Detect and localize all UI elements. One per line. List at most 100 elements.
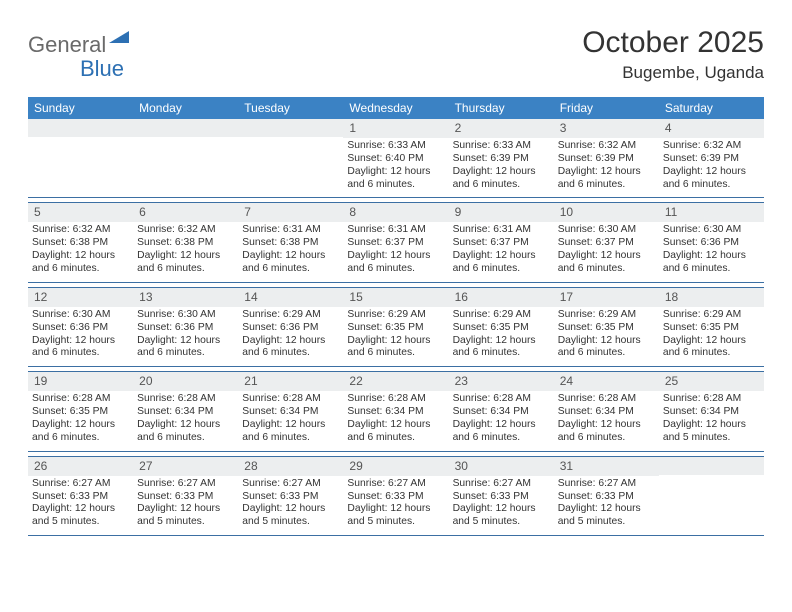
day-number: 6 [133, 203, 238, 222]
sunset-text: Sunset: 6:35 PM [663, 322, 760, 335]
sunrise-text: Sunrise: 6:28 AM [347, 393, 444, 406]
daylight-text: Daylight: 12 hours and 6 minutes. [347, 335, 444, 361]
sunrise-text: Sunrise: 6:30 AM [663, 224, 760, 237]
day-cell: 4Sunrise: 6:32 AMSunset: 6:39 PMDaylight… [659, 119, 764, 197]
sunrise-text: Sunrise: 6:32 AM [137, 224, 234, 237]
sunset-text: Sunset: 6:34 PM [453, 406, 550, 419]
week-row: 1Sunrise: 6:33 AMSunset: 6:40 PMDaylight… [28, 119, 764, 198]
sunset-text: Sunset: 6:37 PM [558, 237, 655, 250]
dow-saturday: Saturday [659, 97, 764, 119]
day-cell: 24Sunrise: 6:28 AMSunset: 6:34 PMDayligh… [554, 372, 659, 450]
day-cell: 2Sunrise: 6:33 AMSunset: 6:39 PMDaylight… [449, 119, 554, 197]
sunset-text: Sunset: 6:38 PM [137, 237, 234, 250]
logo-text-general: General [28, 32, 106, 58]
logo-triangle-icon [109, 30, 129, 48]
sunrise-text: Sunrise: 6:32 AM [663, 140, 760, 153]
sunrise-text: Sunrise: 6:28 AM [137, 393, 234, 406]
week-row: 5Sunrise: 6:32 AMSunset: 6:38 PMDaylight… [28, 202, 764, 282]
sunset-text: Sunset: 6:38 PM [242, 237, 339, 250]
day-cell [133, 119, 238, 197]
sunset-text: Sunset: 6:36 PM [137, 322, 234, 335]
daylight-text: Daylight: 12 hours and 6 minutes. [32, 250, 129, 276]
daylight-text: Daylight: 12 hours and 6 minutes. [453, 335, 550, 361]
header: GeneralBlue October 2025 Bugembe, Uganda [28, 26, 764, 83]
dow-tuesday: Tuesday [238, 97, 343, 119]
sunset-text: Sunset: 6:34 PM [663, 406, 760, 419]
day-number: 21 [238, 372, 343, 391]
daylight-text: Daylight: 12 hours and 6 minutes. [663, 250, 760, 276]
weeks-container: 1Sunrise: 6:33 AMSunset: 6:40 PMDaylight… [28, 119, 764, 536]
sunset-text: Sunset: 6:36 PM [32, 322, 129, 335]
sunrise-text: Sunrise: 6:29 AM [663, 309, 760, 322]
daylight-text: Daylight: 12 hours and 6 minutes. [347, 250, 444, 276]
day-cell: 26Sunrise: 6:27 AMSunset: 6:33 PMDayligh… [28, 457, 133, 535]
sunset-text: Sunset: 6:39 PM [453, 153, 550, 166]
sunset-text: Sunset: 6:37 PM [347, 237, 444, 250]
daylight-text: Daylight: 12 hours and 5 minutes. [663, 419, 760, 445]
dow-monday: Monday [133, 97, 238, 119]
sunrise-text: Sunrise: 6:28 AM [453, 393, 550, 406]
day-cell: 12 Sunrise: 6:30 AMSunset: 6:36 PMDayligh… [28, 288, 133, 366]
day-number: 29 [343, 457, 448, 476]
day-cell: 13 Sunrise: 6:30 AMSunset: 6:36 PMDayligh… [133, 288, 238, 366]
daylight-text: Daylight: 12 hours and 6 minutes. [558, 166, 655, 192]
sunrise-text: Sunrise: 6:30 AM [32, 309, 129, 322]
sunset-text: Sunset: 6:37 PM [453, 237, 550, 250]
day-cell: 8Sunrise: 6:31 AMSunset: 6:37 PMDaylight… [343, 203, 448, 281]
daylight-text: Daylight: 12 hours and 6 minutes. [32, 335, 129, 361]
day-cell: 27Sunrise: 6:27 AMSunset: 6:33 PMDayligh… [133, 457, 238, 535]
day-number: 2 [449, 119, 554, 138]
day-number: 15 [343, 288, 448, 307]
daylight-text: Daylight: 12 hours and 6 minutes. [137, 419, 234, 445]
day-number: 22 [343, 372, 448, 391]
sunrise-text: Sunrise: 6:29 AM [558, 309, 655, 322]
day-number: 11 [659, 203, 764, 222]
day-number: 26 [28, 457, 133, 476]
sunrise-text: Sunrise: 6:30 AM [137, 309, 234, 322]
day-number: 4 [659, 119, 764, 138]
day-cell [238, 119, 343, 197]
day-cell: 22Sunrise: 6:28 AMSunset: 6:34 PMDayligh… [343, 372, 448, 450]
daylight-text: Daylight: 12 hours and 5 minutes. [242, 503, 339, 529]
day-cell: 1Sunrise: 6:33 AMSunset: 6:40 PMDaylight… [343, 119, 448, 197]
sunset-text: Sunset: 6:35 PM [453, 322, 550, 335]
daylight-text: Daylight: 12 hours and 6 minutes. [663, 335, 760, 361]
day-number: 9 [449, 203, 554, 222]
day-cell [659, 457, 764, 535]
sunrise-text: Sunrise: 6:27 AM [32, 478, 129, 491]
sunset-text: Sunset: 6:36 PM [663, 237, 760, 250]
daylight-text: Daylight: 12 hours and 5 minutes. [347, 503, 444, 529]
day-number: 3 [554, 119, 659, 138]
day-cell: 7Sunrise: 6:31 AMSunset: 6:38 PMDaylight… [238, 203, 343, 281]
day-cell: 5Sunrise: 6:32 AMSunset: 6:38 PMDaylight… [28, 203, 133, 281]
daylight-text: Daylight: 12 hours and 6 minutes. [663, 166, 760, 192]
sunrise-text: Sunrise: 6:27 AM [453, 478, 550, 491]
calendar-grid: Sunday Monday Tuesday Wednesday Thursday… [28, 97, 764, 536]
daylight-text: Daylight: 12 hours and 5 minutes. [558, 503, 655, 529]
day-number: 30 [449, 457, 554, 476]
daylight-text: Daylight: 12 hours and 6 minutes. [137, 335, 234, 361]
day-cell: 20Sunrise: 6:28 AMSunset: 6:34 PMDayligh… [133, 372, 238, 450]
day-number: 10 [554, 203, 659, 222]
daylight-text: Daylight: 12 hours and 6 minutes. [347, 166, 444, 192]
day-of-week-header: Sunday Monday Tuesday Wednesday Thursday… [28, 97, 764, 119]
day-number: 12 [28, 288, 133, 307]
daylight-text: Daylight: 12 hours and 6 minutes. [453, 419, 550, 445]
sunset-text: Sunset: 6:34 PM [137, 406, 234, 419]
logo-text-blue: Blue [80, 56, 124, 82]
sunset-text: Sunset: 6:35 PM [558, 322, 655, 335]
sunrise-text: Sunrise: 6:33 AM [347, 140, 444, 153]
daylight-text: Daylight: 12 hours and 5 minutes. [137, 503, 234, 529]
day-cell: 6Sunrise: 6:32 AMSunset: 6:38 PMDaylight… [133, 203, 238, 281]
empty-day-bar [238, 119, 343, 137]
day-number: 13 [133, 288, 238, 307]
day-cell: 25Sunrise: 6:28 AMSunset: 6:34 PMDayligh… [659, 372, 764, 450]
day-cell: 9Sunrise: 6:31 AMSunset: 6:37 PMDaylight… [449, 203, 554, 281]
sunset-text: Sunset: 6:39 PM [558, 153, 655, 166]
day-cell: 16Sunrise: 6:29 AMSunset: 6:35 PMDayligh… [449, 288, 554, 366]
day-number: 1 [343, 119, 448, 138]
sunrise-text: Sunrise: 6:27 AM [137, 478, 234, 491]
sunrise-text: Sunrise: 6:29 AM [347, 309, 444, 322]
day-number: 23 [449, 372, 554, 391]
sunset-text: Sunset: 6:35 PM [347, 322, 444, 335]
